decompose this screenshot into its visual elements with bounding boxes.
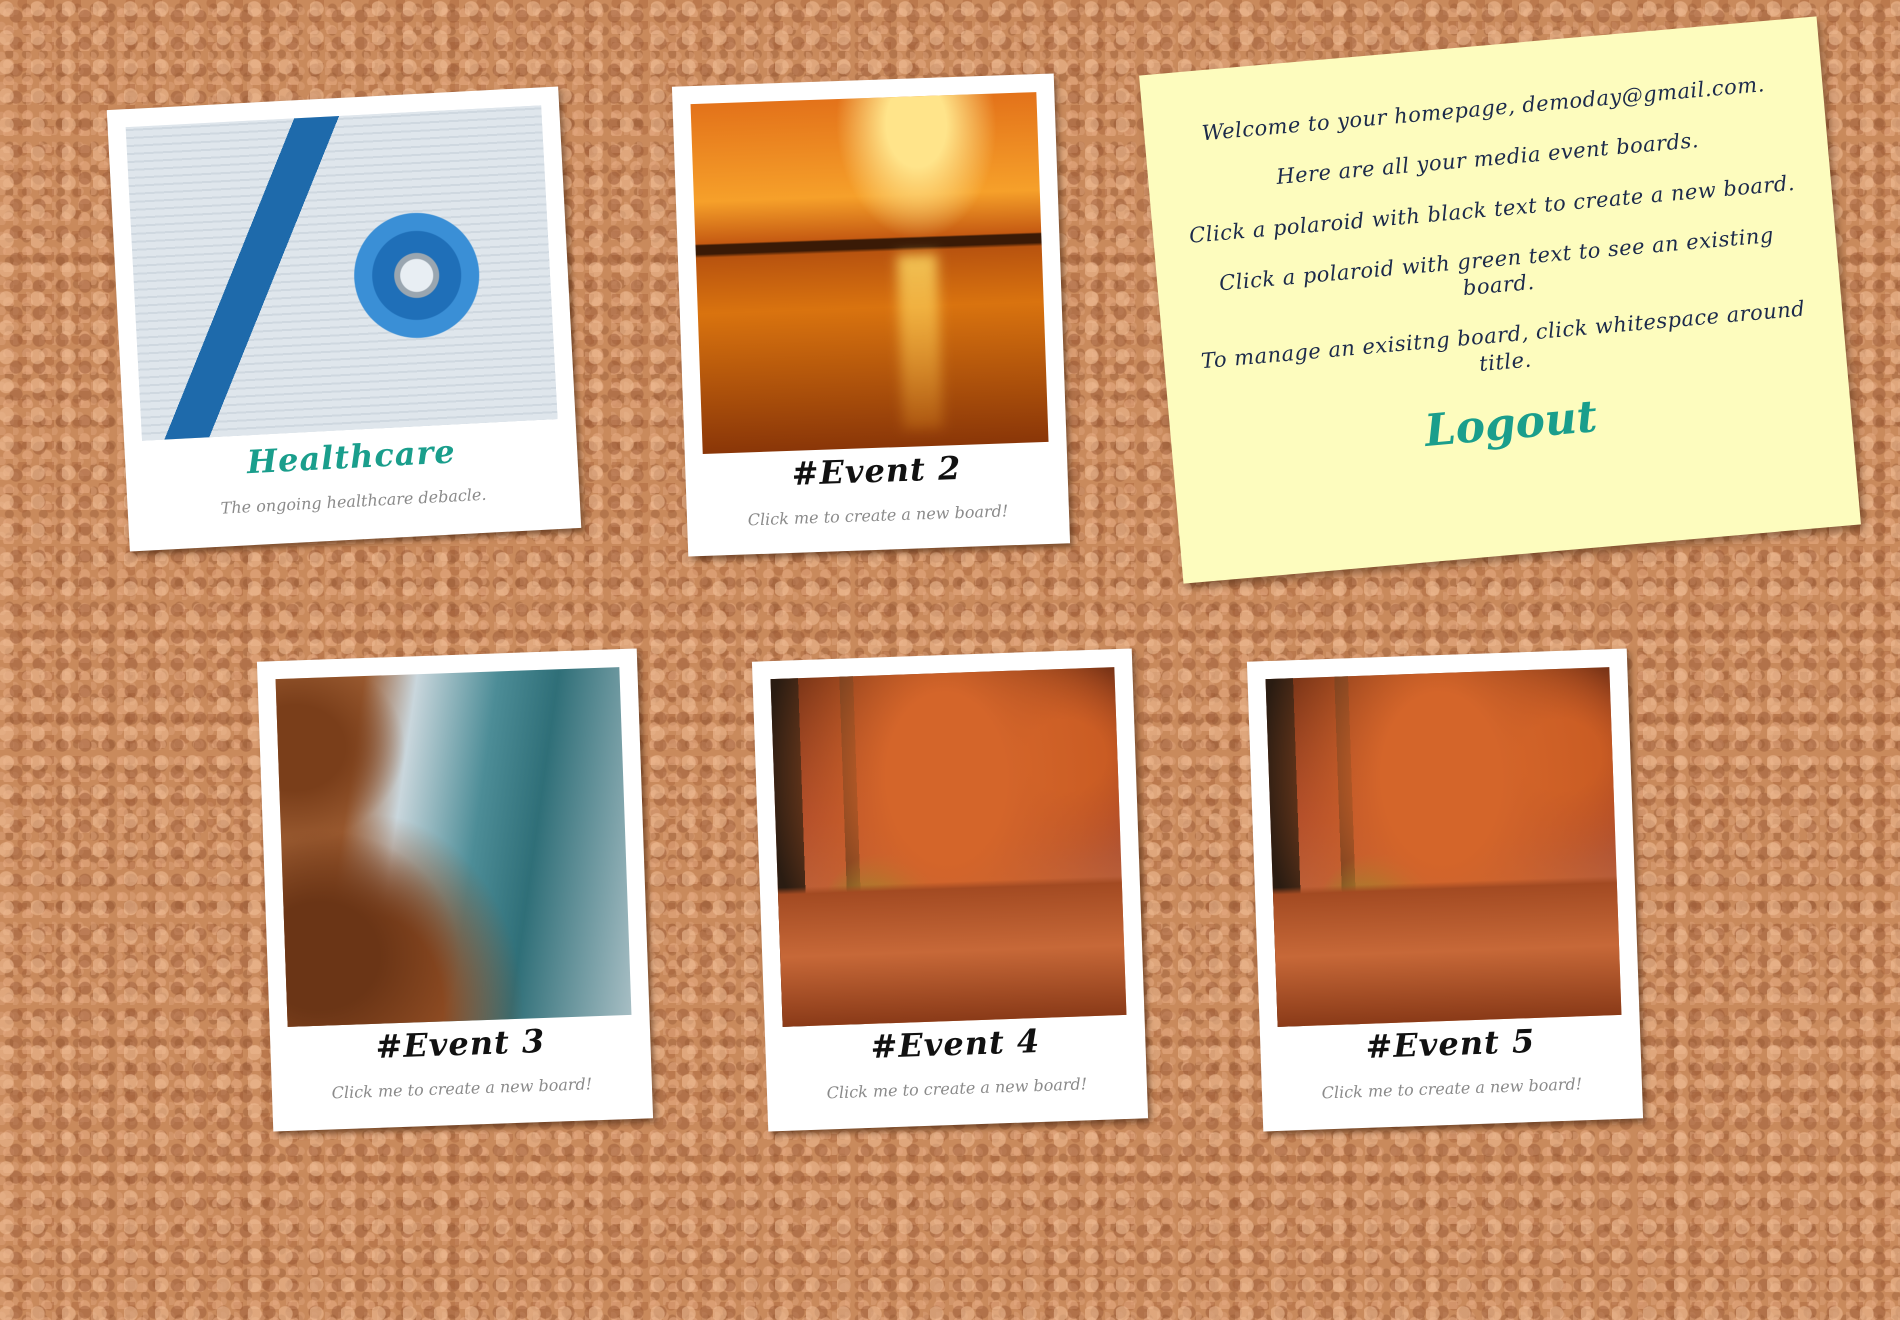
polaroid-event-2[interactable]: #Event 2 Click me to create a new board! bbox=[671, 73, 1071, 557]
polaroid-event-3[interactable]: #Event 3 Click me to create a new board! bbox=[256, 648, 654, 1132]
polaroid-caption: Click me to create a new board! bbox=[1321, 1074, 1583, 1103]
polaroid-healthcare[interactable]: Healthcare The ongoing healthcare debacl… bbox=[106, 86, 582, 552]
polaroid-photo bbox=[125, 105, 558, 441]
polaroid-title[interactable]: #Event 2 bbox=[791, 448, 962, 493]
polaroid-title[interactable]: #Event 4 bbox=[869, 1021, 1041, 1066]
polaroid-photo bbox=[1265, 667, 1622, 1027]
polaroid-caption: The ongoing healthcare debacle. bbox=[220, 484, 487, 518]
polaroid-photo bbox=[770, 667, 1127, 1027]
polaroid-event-4[interactable]: #Event 4 Click me to create a new board! bbox=[751, 648, 1149, 1132]
polaroid-title[interactable]: #Event 3 bbox=[374, 1021, 546, 1066]
polaroid-photo bbox=[275, 667, 632, 1027]
polaroid-event-5[interactable]: #Event 5 Click me to create a new board! bbox=[1246, 648, 1644, 1132]
polaroid-caption: Click me to create a new board! bbox=[826, 1074, 1088, 1103]
sticky-note: Welcome to your homepage, demoday@gmail.… bbox=[1139, 16, 1861, 584]
polaroid-title[interactable]: #Event 5 bbox=[1364, 1021, 1536, 1066]
polaroid-caption: Click me to create a new board! bbox=[331, 1074, 593, 1103]
polaroid-caption: Click me to create a new board! bbox=[747, 501, 1009, 530]
polaroid-photo bbox=[690, 92, 1049, 454]
